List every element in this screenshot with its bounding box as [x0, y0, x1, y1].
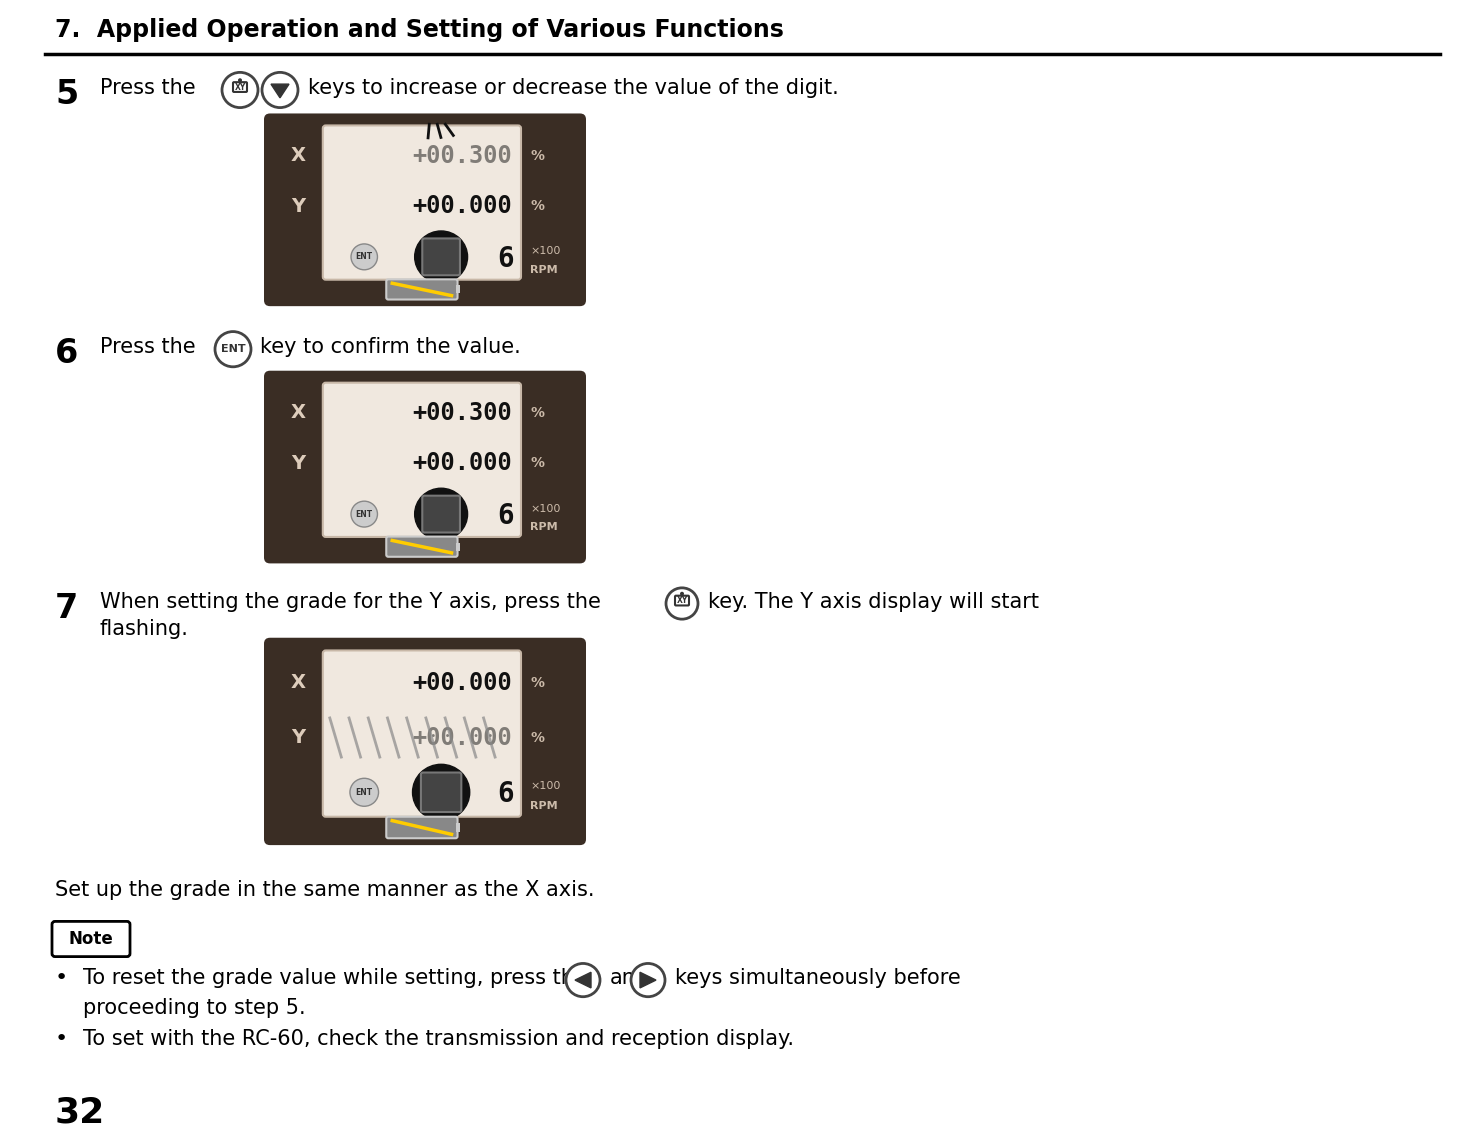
Circle shape	[351, 243, 377, 269]
Text: %: %	[531, 405, 544, 420]
Text: 7: 7	[55, 592, 78, 625]
Circle shape	[680, 592, 684, 595]
Circle shape	[414, 488, 467, 540]
Text: and: and	[610, 968, 649, 988]
Polygon shape	[640, 972, 656, 988]
Circle shape	[414, 231, 467, 283]
FancyBboxPatch shape	[264, 370, 587, 564]
Text: Y: Y	[290, 454, 305, 473]
Text: ×100: ×100	[531, 781, 560, 791]
Text: •: •	[55, 968, 68, 988]
Circle shape	[237, 78, 242, 83]
FancyBboxPatch shape	[323, 126, 520, 280]
FancyBboxPatch shape	[422, 772, 461, 812]
Text: Set up the grade in the same manner as the X axis.: Set up the grade in the same manner as t…	[55, 881, 594, 900]
Text: ENT: ENT	[355, 788, 373, 797]
Text: ×100: ×100	[531, 247, 560, 257]
Text: RPM: RPM	[531, 265, 559, 275]
Text: ×100: ×100	[531, 504, 560, 514]
Text: 32: 32	[55, 1096, 105, 1130]
Text: X: X	[290, 146, 305, 165]
Text: key to confirm the value.: key to confirm the value.	[259, 337, 520, 358]
Text: +00.000: +00.000	[413, 671, 513, 695]
Text: XY: XY	[234, 83, 246, 92]
FancyBboxPatch shape	[264, 637, 587, 846]
FancyBboxPatch shape	[386, 280, 457, 300]
Bar	[455, 542, 460, 551]
Text: When setting the grade for the Y axis, press the: When setting the grade for the Y axis, p…	[100, 592, 601, 611]
Text: +00.000: +00.000	[413, 452, 513, 475]
Text: 6: 6	[497, 501, 514, 530]
Text: %: %	[531, 199, 544, 213]
FancyBboxPatch shape	[386, 537, 457, 557]
Text: keys simultaneously before: keys simultaneously before	[675, 968, 961, 988]
Text: ENT: ENT	[221, 344, 245, 354]
Polygon shape	[575, 972, 591, 988]
Text: %: %	[531, 676, 544, 689]
Text: To reset the grade value while setting, press the: To reset the grade value while setting, …	[83, 968, 587, 988]
Bar	[455, 823, 460, 832]
Text: 5: 5	[55, 78, 78, 111]
Text: XY: XY	[677, 597, 688, 606]
Circle shape	[215, 332, 251, 367]
FancyBboxPatch shape	[386, 816, 457, 839]
Circle shape	[351, 501, 377, 528]
Circle shape	[223, 72, 258, 108]
Circle shape	[262, 72, 298, 108]
FancyBboxPatch shape	[52, 921, 130, 957]
Bar	[455, 285, 460, 293]
Circle shape	[666, 588, 699, 619]
Text: RPM: RPM	[531, 522, 559, 532]
Text: %: %	[531, 730, 544, 745]
Text: RPM: RPM	[531, 801, 559, 811]
Text: proceeding to step 5.: proceeding to step 5.	[83, 997, 305, 1018]
Circle shape	[631, 963, 665, 996]
Text: Press the: Press the	[100, 78, 196, 98]
Text: ENT: ENT	[355, 252, 373, 261]
Text: •: •	[55, 1029, 68, 1049]
Text: key. The Y axis display will start: key. The Y axis display will start	[708, 592, 1039, 611]
Text: 6: 6	[55, 337, 78, 370]
Text: flashing.: flashing.	[100, 619, 189, 640]
FancyBboxPatch shape	[422, 239, 460, 275]
Text: X: X	[290, 403, 305, 422]
Text: +00.300: +00.300	[413, 401, 513, 424]
Text: +00.000: +00.000	[413, 195, 513, 218]
FancyBboxPatch shape	[264, 113, 587, 306]
Text: X: X	[290, 674, 305, 693]
Text: %: %	[531, 148, 544, 163]
FancyBboxPatch shape	[323, 651, 520, 816]
Polygon shape	[271, 84, 289, 97]
FancyBboxPatch shape	[422, 496, 460, 532]
Circle shape	[566, 963, 600, 996]
FancyBboxPatch shape	[323, 383, 520, 537]
Text: 7.  Applied Operation and Setting of Various Functions: 7. Applied Operation and Setting of Vari…	[55, 18, 784, 42]
Text: ENT: ENT	[355, 509, 373, 518]
Text: keys to increase or decrease the value of the digit.: keys to increase or decrease the value o…	[308, 78, 839, 98]
Text: %: %	[531, 456, 544, 471]
Circle shape	[349, 779, 379, 806]
Text: Press the: Press the	[100, 337, 196, 358]
Text: 6: 6	[497, 780, 514, 808]
Circle shape	[413, 764, 470, 821]
Text: Note: Note	[69, 931, 113, 947]
Text: +00.000: +00.000	[413, 726, 513, 749]
Text: 6: 6	[497, 245, 514, 273]
Text: Y: Y	[290, 728, 305, 747]
Text: To set with the RC-60, check the transmission and reception display.: To set with the RC-60, check the transmi…	[83, 1029, 794, 1049]
Text: Y: Y	[290, 197, 305, 216]
Text: +00.300: +00.300	[413, 144, 513, 168]
